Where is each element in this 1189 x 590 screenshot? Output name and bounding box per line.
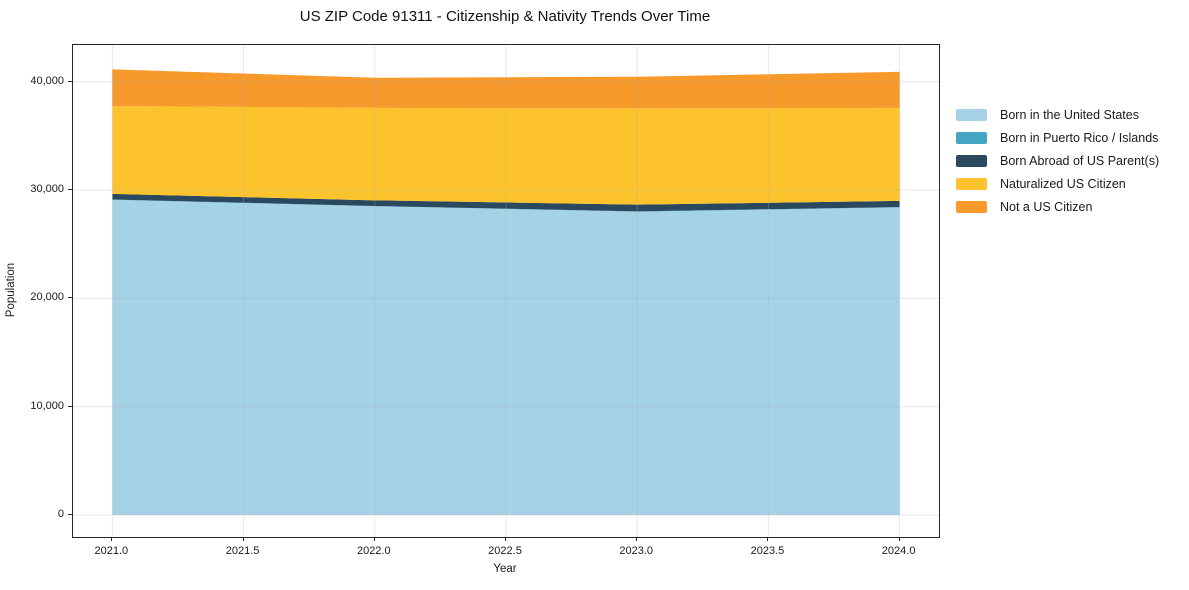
y-tick-mark	[68, 514, 72, 515]
y-tick-label: 0	[57, 508, 64, 520]
legend-swatch	[956, 131, 987, 144]
legend-item-not-a-us-citizen: Not a US Citizen	[956, 195, 1159, 218]
legend-item-born-abroad-of-us-parent-s: Born Abroad of US Parent(s)	[956, 149, 1159, 172]
gridlines	[73, 45, 939, 537]
x-tick-label: 2023.5	[750, 545, 785, 557]
x-tick-mark	[242, 537, 244, 541]
chart-title: US ZIP Code 91311 - Citizenship & Nativi…	[299, 8, 711, 25]
x-tick-mark	[111, 537, 113, 541]
legend: Born in the United States Born in Puerto …	[956, 103, 1159, 218]
area-born-in-the-united-states	[112, 199, 900, 516]
y-tick-mark	[68, 297, 72, 299]
x-tick-mark	[373, 537, 375, 541]
x-tick-label: 2023.0	[619, 545, 654, 557]
legend-label: Born in the United States	[1000, 107, 1139, 122]
x-tick-label: 2022.0	[356, 545, 391, 557]
y-tick-label: 30,000	[30, 183, 64, 196]
legend-label: Born in Puerto Rico / Islands	[1000, 130, 1159, 145]
x-tick-mark	[898, 537, 900, 541]
legend-swatch	[956, 200, 987, 213]
y-tick-mark	[68, 405, 72, 407]
legend-item-naturalized-us-citizen: Naturalized US Citizen	[956, 172, 1159, 195]
legend-item-born-in-puerto-rico-islands: Born in Puerto Rico / Islands	[956, 126, 1159, 149]
legend-swatch	[956, 177, 987, 190]
x-tick-label: 2022.5	[488, 545, 522, 557]
x-tick-label: 2024.0	[881, 545, 916, 557]
stacked-area-chart	[73, 45, 939, 537]
area-naturalized-us-citizen	[112, 106, 900, 205]
legend-label: Not a US Citizen	[1000, 199, 1093, 214]
y-tick-label: 40,000	[30, 74, 64, 87]
y-tick-mark	[68, 80, 72, 82]
x-axis-label: Year	[493, 563, 517, 575]
x-tick-label: 2021.5	[225, 545, 260, 557]
y-tick-label: 10,000	[30, 399, 64, 412]
legend-item-born-in-the-united-states: Born in the United States	[956, 103, 1159, 126]
plot-area	[72, 44, 940, 538]
legend-label: Born Abroad of US Parent(s)	[1000, 153, 1160, 168]
legend-swatch	[956, 154, 987, 167]
x-tick-mark	[636, 537, 638, 541]
x-tick-mark	[767, 537, 769, 541]
area-born-abroad-of-us-parent-s	[112, 193, 900, 212]
x-tick-label: 2021.0	[94, 545, 129, 557]
y-axis-label: Population	[5, 262, 17, 318]
area-not-a-us-citizen	[112, 69, 900, 109]
x-tick-mark	[505, 537, 506, 541]
y-tick-label: 20,000	[30, 291, 64, 304]
legend-swatch	[956, 108, 987, 121]
y-tick-mark	[68, 189, 72, 191]
legend-label: Naturalized US Citizen	[1000, 176, 1126, 191]
